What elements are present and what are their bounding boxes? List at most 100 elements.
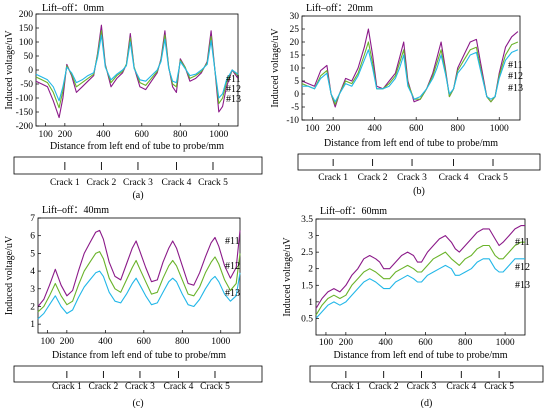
legend-label-11: #11 — [508, 60, 523, 71]
y-tick-label: 150 — [19, 24, 34, 34]
crack-label: Crack 5 — [200, 382, 230, 392]
legend-label-12: #12 — [225, 261, 240, 272]
y-tick-label: 3.5 — [301, 215, 313, 225]
x-tick-label: 400 — [379, 338, 394, 348]
y-tick-label: 0 — [294, 90, 299, 100]
plot-frame — [37, 217, 241, 334]
y-tick-label: 5 — [294, 77, 299, 87]
y-tick-label: 7 — [30, 214, 35, 224]
y-tick-label: 4 — [30, 267, 35, 277]
y-axis-label: Induced voltage/uV — [282, 237, 293, 317]
x-tick-label: 200 — [339, 338, 354, 348]
x-axis-label: Distance from left end of tube to probe/… — [324, 138, 498, 149]
y-tick-label: 0.5 — [301, 314, 313, 324]
lift-off-title: Lift–off：40mm — [42, 205, 109, 216]
y-tick-label: 25 — [290, 25, 300, 35]
crack-label: Crack 1 — [318, 173, 348, 183]
x-tick-label: 200 — [326, 124, 341, 134]
y-tick-label: 0 — [28, 66, 33, 76]
x-tick-label: 800 — [458, 338, 473, 348]
tube-diagram — [13, 365, 263, 383]
y-tick-label: 20 — [290, 38, 300, 48]
plot-frame — [315, 218, 526, 336]
series-line-12 — [37, 251, 241, 313]
y-tick-label: 30 — [290, 12, 300, 22]
legend-label-13: #13 — [515, 280, 530, 291]
series-line-11 — [37, 229, 241, 307]
y-tick-label: 3 — [30, 285, 35, 295]
y-tick-label: 200 — [19, 10, 34, 20]
chart-panel-4: 0.5 1 1.5 2 2.5 3 3.5 100 200 400 600 800 1000 Lift–o… — [282, 206, 544, 408]
crack-label: Crack 5 — [484, 382, 514, 392]
y-axis-label: Induced voltage/uV — [4, 30, 15, 110]
panel-label: (b) — [413, 186, 425, 197]
chart-panel-1: -200 -150 -100 -50 0 50 100 150 200 100 200 400 600 8… — [4, 3, 263, 201]
crack-label: Crack 1 — [52, 382, 82, 392]
crack-label: Crack 5 — [198, 178, 228, 188]
y-tick-label: -50 — [20, 80, 33, 90]
panel-label: (c) — [132, 398, 143, 408]
x-tick-label: 400 — [98, 337, 113, 347]
y-tick-label: -5 — [291, 103, 299, 113]
y-tick-label: 2 — [308, 265, 313, 275]
x-tick-label: 100 — [319, 338, 334, 348]
crack-label: Crack 2 — [369, 382, 399, 392]
y-tick-label: 5 — [30, 249, 35, 259]
crack-label: Crack 2 — [89, 382, 119, 392]
crack-label: Crack 1 — [331, 382, 361, 392]
crack-label: Crack 4 — [439, 173, 469, 183]
series-line-11 — [301, 28, 519, 108]
legend-label-12: #12 — [515, 262, 530, 273]
legend-label-13: #13 — [508, 83, 523, 94]
y-tick-label: -200 — [16, 122, 34, 132]
x-tick-label: 600 — [135, 130, 150, 140]
crack-label: Crack 3 — [123, 178, 153, 188]
x-axis-label: Distance from left end of tube to probe/… — [52, 350, 226, 361]
lift-off-title: Lift–off：20mm — [306, 3, 373, 14]
legend-label-11: #11 — [225, 236, 240, 247]
y-tick-label: -100 — [16, 94, 34, 104]
x-tick-label: 1000 — [496, 338, 515, 348]
legend-label-12: #12 — [226, 84, 241, 95]
x-axis-label: Distance from left end of tube to probe/… — [50, 141, 224, 152]
series-line-13 — [302, 49, 519, 103]
x-tick-label: 400 — [368, 124, 383, 134]
x-tick-label: 1000 — [209, 130, 228, 140]
tube-diagram — [297, 153, 541, 171]
x-tick-label: 400 — [96, 130, 111, 140]
lift-off-title: Lift–off：60mm — [320, 206, 387, 217]
y-tick-label: 2 — [30, 302, 35, 312]
panel-label: (a) — [132, 190, 143, 201]
y-tick-label: 1 — [308, 298, 313, 308]
series-line-13 — [315, 258, 525, 319]
series-line-13 — [35, 34, 239, 102]
y-tick-label: 10 — [290, 64, 300, 74]
x-tick-label: 1000 — [490, 124, 509, 134]
x-tick-label: 200 — [58, 130, 73, 140]
x-tick-label: 200 — [60, 337, 75, 347]
y-tick-label: 100 — [19, 38, 34, 48]
legend-label-11: #11 — [515, 237, 530, 248]
crack-label: Crack 4 — [164, 382, 194, 392]
crack-label: Crack 3 — [407, 382, 437, 392]
y-axis-label: Induced voltage/uV — [4, 235, 15, 315]
x-tick-label: 600 — [418, 338, 433, 348]
x-tick-label: 100 — [40, 337, 55, 347]
y-tick-label: 15 — [290, 51, 300, 61]
crack-label: Crack 4 — [162, 178, 192, 188]
series-line-12 — [301, 41, 519, 105]
crack-label: Crack 1 — [50, 178, 80, 188]
series-line-11 — [315, 225, 525, 309]
x-tick-label: 100 — [38, 130, 53, 140]
y-axis-label: Induced voltage/uV — [270, 28, 281, 108]
legend-label-11: #11 — [226, 74, 241, 85]
legend-label-13: #13 — [225, 288, 240, 299]
chart-panel-3: 1 2 3 4 5 6 7 100 200 400 600 800 1000 Lift–off：40mm D… — [4, 205, 263, 408]
x-tick-label: 800 — [173, 130, 188, 140]
tube-diagram — [309, 365, 544, 383]
x-tick-label: 600 — [409, 124, 424, 134]
legend-label-13: #13 — [226, 94, 241, 105]
y-tick-label: 3 — [308, 232, 313, 242]
crack-label: Crack 3 — [397, 173, 427, 183]
